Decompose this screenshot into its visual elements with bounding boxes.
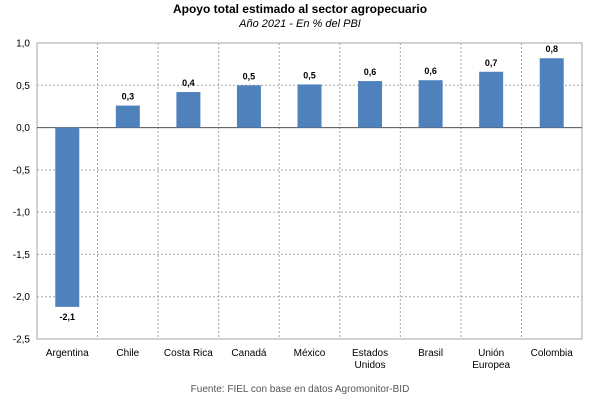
x-tick-label: Unidos xyxy=(354,360,385,371)
bar xyxy=(115,105,140,128)
data-label: 0,4 xyxy=(182,78,195,88)
chart-title: Apoyo total estimado al sector agropecua… xyxy=(173,2,427,16)
x-tick-label: Brasil xyxy=(418,348,443,359)
bar xyxy=(236,85,261,128)
x-tick-label: México xyxy=(294,348,326,359)
y-tick-label: 0,0 xyxy=(16,123,30,134)
y-tick-label: -2,0 xyxy=(13,292,31,303)
bar xyxy=(55,127,80,307)
source-note: Fuente: FIEL con base en datos Agromonit… xyxy=(191,384,410,395)
x-tick-label: Unión xyxy=(478,348,504,359)
data-labels: -2,1 0,3 0,4 0,5 0,5 0,6 0,6 0,7 0,8 xyxy=(60,44,558,322)
y-tick-label: -2,5 xyxy=(13,335,31,346)
x-tick-label: Costa Rica xyxy=(164,348,213,359)
x-tick-label: Colombia xyxy=(531,348,574,359)
x-tick-label: Canadá xyxy=(231,348,266,359)
data-label: -2,1 xyxy=(60,312,76,322)
bars xyxy=(55,58,564,307)
y-tick-label: 1,0 xyxy=(16,39,30,50)
bar xyxy=(297,84,322,128)
chart-subtitle: Año 2021 - En % del PBI xyxy=(238,18,361,30)
data-label: 0,3 xyxy=(122,92,135,102)
x-tick-label: Estados xyxy=(352,348,388,359)
x-tick-label: Europea xyxy=(472,360,510,371)
bar xyxy=(176,92,201,128)
y-tick-label: -1,0 xyxy=(13,208,31,219)
x-tick-label: Chile xyxy=(116,348,139,359)
y-tick-label: -0,5 xyxy=(13,165,31,176)
bar xyxy=(358,81,383,128)
data-label: 0,7 xyxy=(485,58,498,68)
data-label: 0,6 xyxy=(424,66,437,76)
bar xyxy=(479,71,504,128)
data-label: 0,8 xyxy=(545,44,558,54)
bar xyxy=(539,58,564,128)
data-label: 0,5 xyxy=(243,71,256,81)
x-axis-ticks: Argentina Chile Costa Rica Canadá México Esta… xyxy=(46,348,573,371)
data-label: 0,5 xyxy=(303,70,316,80)
y-axis-ticks: 1,0 0,5 0,0 -0,5 -1,0 -1,5 -2,0 -2,5 xyxy=(13,39,31,346)
bar xyxy=(418,80,443,128)
y-tick-label: -1,5 xyxy=(13,250,31,261)
x-tick-label: Argentina xyxy=(46,348,89,359)
y-tick-label: 0,5 xyxy=(16,81,30,92)
data-label: 0,6 xyxy=(364,67,377,77)
